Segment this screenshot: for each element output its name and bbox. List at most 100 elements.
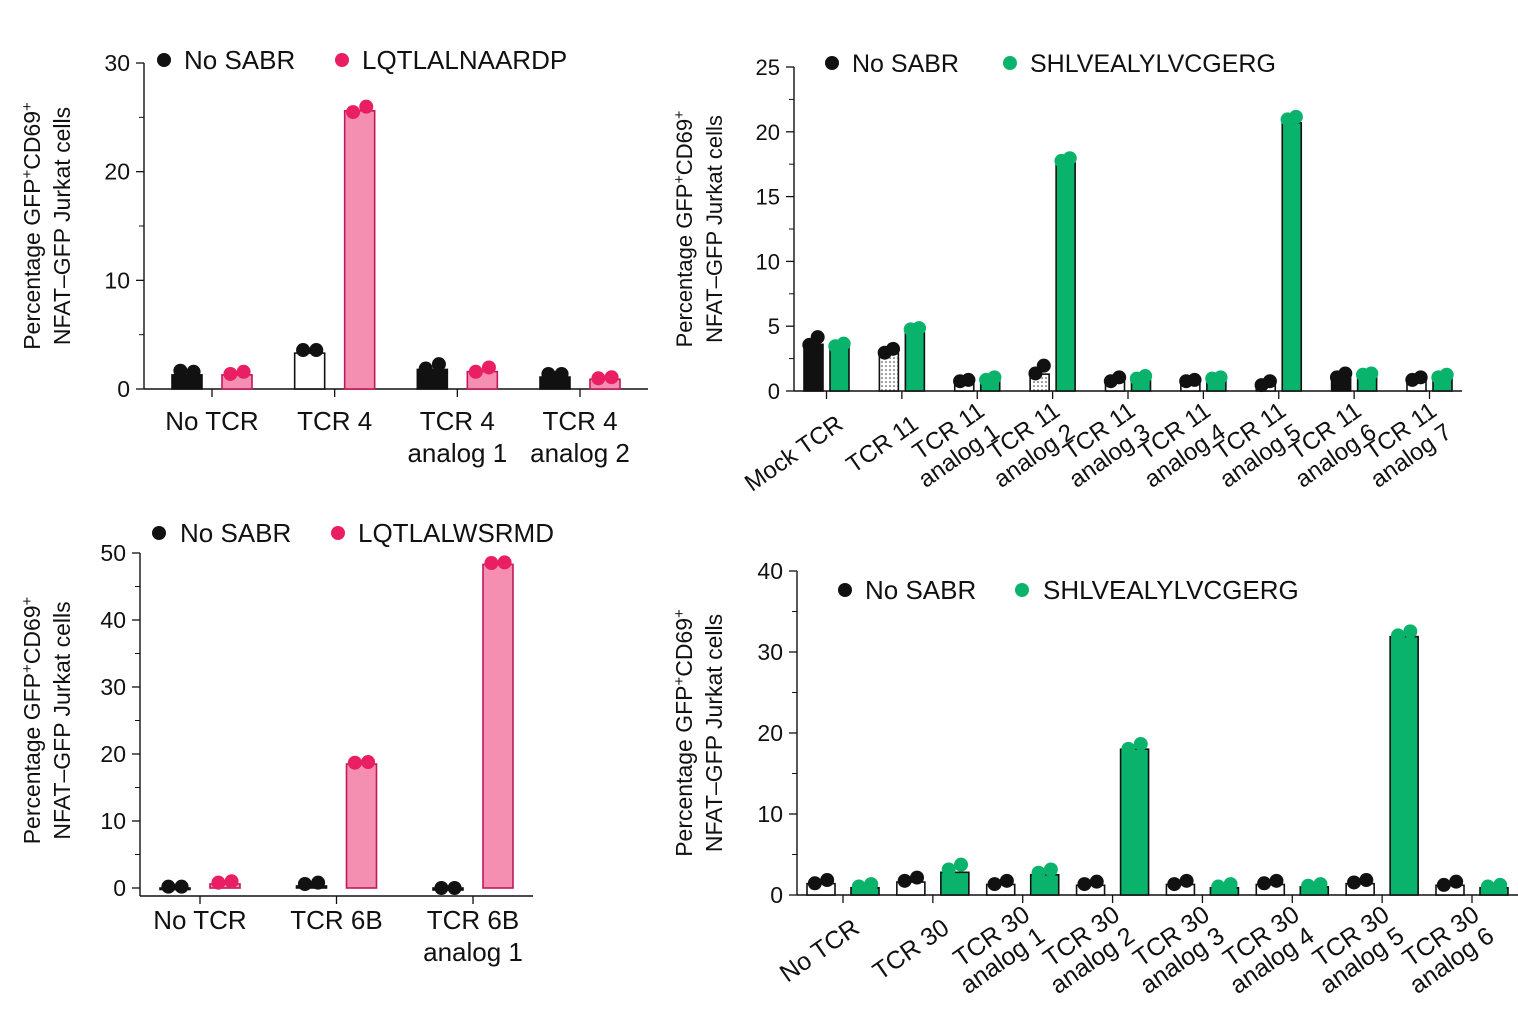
y-axis-label-part: Percentage GFP: [19, 178, 45, 349]
x-category-label: analog 1: [423, 937, 523, 967]
data-point: [237, 365, 251, 379]
data-point: [1493, 878, 1507, 892]
x-category-label-line: TCR 30: [868, 913, 955, 985]
data-point: [469, 365, 483, 379]
y-tick-label: 30: [100, 674, 126, 700]
y-axis-label-sup: +: [19, 664, 36, 673]
bar-peptide: [483, 564, 513, 888]
x-category-label: TCR 4: [542, 406, 617, 436]
data-point: [942, 863, 956, 877]
data-point: [591, 371, 605, 385]
legend-marker: [152, 526, 166, 540]
y-tick-label: 15: [756, 185, 780, 210]
data-point: [864, 877, 878, 891]
legend-label: LQTLALNAARDP: [362, 45, 567, 75]
y-axis-label-line2: NFAT–GFP Jurkat cells: [701, 614, 727, 852]
data-point: [910, 871, 924, 885]
y-tick-label: 40: [100, 607, 126, 633]
legend-marker: [1015, 583, 1029, 597]
y-axis-label-sup: +: [19, 597, 36, 606]
legend-marker: [838, 583, 852, 597]
data-point: [1449, 875, 1463, 889]
x-category-label: TCR 30analog 5: [1300, 900, 1410, 999]
data-point: [987, 370, 1001, 384]
data-point: [173, 364, 187, 378]
y-axis-label-sup: +: [672, 111, 688, 119]
data-point: [298, 877, 312, 891]
data-point: [1211, 880, 1225, 894]
y-axis-label-part: Percentage GFP: [19, 673, 45, 844]
bar-peptide: [345, 111, 375, 389]
legend-label: No SABR: [865, 575, 976, 605]
data-point: [1481, 880, 1495, 894]
x-category-label: TCR 6B: [290, 905, 382, 935]
data-point: [498, 555, 512, 569]
y-axis-label-part: CD69: [671, 618, 697, 677]
data-point: [555, 367, 569, 381]
y-tick-label: 0: [768, 379, 780, 404]
data-point: [988, 877, 1002, 891]
y-tick-label: 30: [104, 50, 130, 76]
data-point: [1313, 877, 1327, 891]
y-tick-label: 10: [756, 249, 780, 274]
data-point: [954, 858, 968, 872]
data-point: [1289, 110, 1303, 124]
y-axis-label-part: Percentage GFP: [672, 184, 697, 348]
bar-peptide: [830, 347, 849, 391]
data-point: [605, 370, 619, 384]
y-axis-label-sup: +: [19, 170, 36, 179]
legend-marker: [825, 56, 839, 70]
x-category-label: TCR 30analog 3: [1120, 900, 1230, 999]
data-point: [1391, 628, 1405, 642]
data-point: [434, 881, 448, 895]
legend-label: LQTLALWSRMD: [358, 518, 554, 548]
x-category-label: TCR 30analog 1: [940, 900, 1050, 999]
y-axis-label-line2: NFAT–GFP Jurkat cells: [49, 601, 75, 839]
data-point: [1037, 359, 1051, 373]
bar-peptide: [1390, 637, 1418, 895]
data-point: [175, 880, 189, 894]
data-point: [1263, 374, 1277, 388]
x-category-label: TCR 30analog 6: [1390, 900, 1500, 999]
data-point: [346, 105, 360, 119]
y-axis-label-sup: +: [19, 102, 36, 111]
y-axis-label-line1: Percentage GFP+CD69+: [671, 609, 698, 857]
x-category-label: analog 2: [530, 438, 630, 468]
legend-label: No SABR: [180, 518, 291, 548]
x-category-label: TCR 30analog 4: [1210, 900, 1320, 999]
y-tick-label: 10: [100, 808, 126, 834]
data-point: [1138, 369, 1152, 383]
x-category-label: TCR 11analog 7: [1351, 397, 1457, 493]
x-category-label: TCR 30analog 2: [1030, 900, 1140, 999]
legend-marker: [331, 526, 345, 540]
data-point: [1437, 878, 1451, 892]
data-point: [223, 367, 237, 381]
data-point: [898, 874, 912, 888]
y-axis-label-line2: NFAT–GFP Jurkat cells: [49, 107, 75, 345]
data-point: [1112, 370, 1126, 384]
x-category-label: No TCR: [775, 913, 865, 987]
y-axis-label-sup: +: [672, 175, 688, 183]
data-point: [187, 365, 201, 379]
data-point: [211, 876, 225, 890]
y-tick-label: 10: [104, 267, 130, 293]
y-axis-label-part: CD69: [672, 119, 697, 175]
legend-label: No SABR: [184, 45, 295, 75]
data-point: [482, 360, 496, 374]
data-point: [1121, 742, 1135, 756]
y-axis-label-sup: +: [671, 609, 688, 618]
data-point: [808, 876, 822, 890]
y-axis-label-line1: Percentage GFP+CD69+: [19, 597, 46, 845]
data-point: [1077, 877, 1091, 891]
x-category-label: Mock TCR: [740, 410, 848, 497]
data-point: [886, 342, 900, 356]
data-point: [820, 873, 834, 887]
data-point: [1180, 874, 1194, 888]
data-point: [359, 100, 373, 114]
y-axis-label-line1: Percentage GFP+CD69+: [672, 111, 697, 348]
x-category-label: analog 1: [407, 438, 507, 468]
data-point: [1269, 874, 1283, 888]
